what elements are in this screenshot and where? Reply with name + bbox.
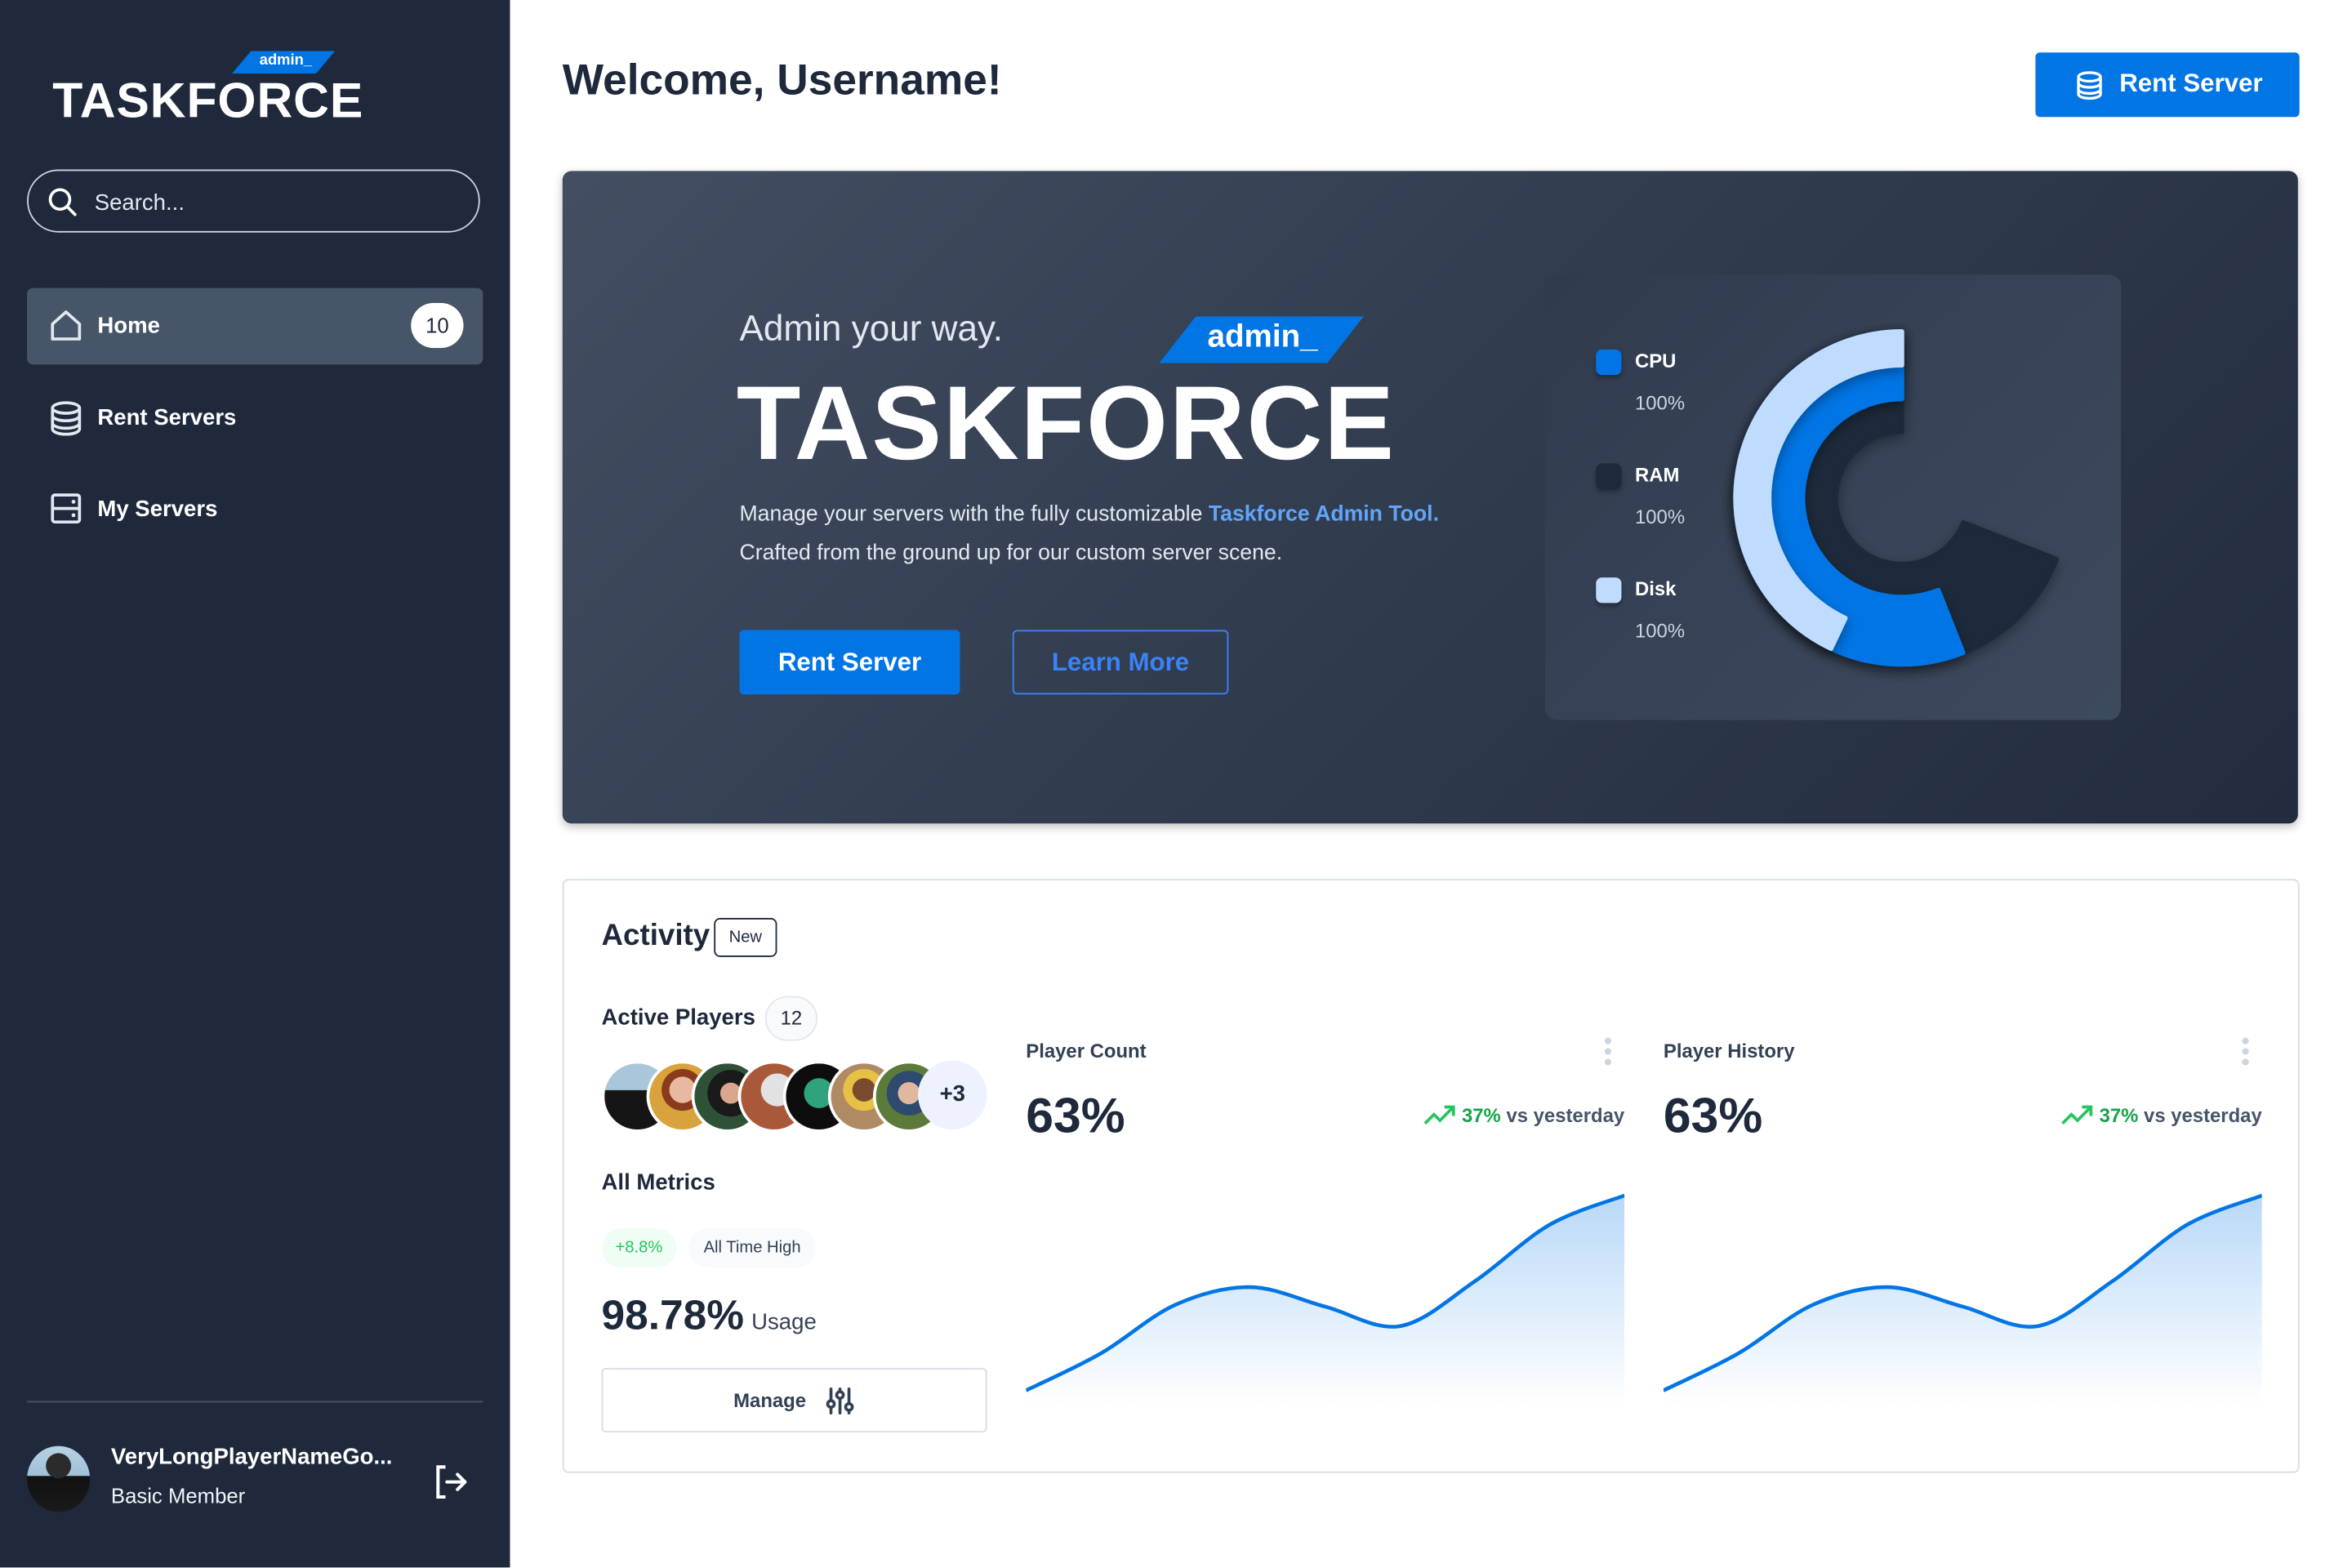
sidebar-item-label: Rent Servers — [97, 404, 237, 431]
button-label: Manage — [733, 1388, 807, 1412]
sidebar-item-rent-servers[interactable]: Rent Servers — [27, 380, 483, 457]
trending-up-icon — [1423, 1105, 1454, 1125]
database-icon — [51, 401, 82, 436]
legend-label: CPU — [1635, 349, 1677, 372]
chart-title: Player History — [1663, 1039, 1795, 1062]
logout-icon[interactable] — [434, 1464, 470, 1500]
delta-label: vs yesterday — [1506, 1103, 1625, 1127]
player-avatars: +3 — [601, 1060, 992, 1133]
chart-value: 63% — [1026, 1087, 1125, 1143]
legend-swatch — [1596, 349, 1622, 376]
more-options-icon[interactable] — [1603, 1036, 1612, 1067]
chart-value: 63% — [1663, 1087, 1763, 1143]
legend-value: 100% — [1635, 619, 1686, 643]
chart-title: Player Count — [1026, 1039, 1147, 1062]
legend-swatch — [1596, 463, 1622, 489]
search-icon — [48, 188, 77, 216]
player-count-card: Player Count 63% 37% vs yesterday — [1026, 1031, 1625, 1436]
button-label: Rent Server — [2119, 69, 2263, 98]
search-box[interactable] — [27, 169, 480, 233]
user-name: VeryLongPlayerNameGo... — [110, 1444, 393, 1470]
hero-logo-word: TASKFORCE — [736, 364, 1396, 482]
hero-desc-text-2: Crafted from the ground up for our custo… — [739, 541, 1283, 566]
server-icon — [51, 493, 82, 524]
trending-up-icon — [2060, 1105, 2092, 1125]
activity-card: Activity New Active Players 12 +3 All Me… — [562, 879, 2300, 1473]
resource-chart-card: CPU 100% RAM 100% Disk 100% — [1544, 274, 2122, 720]
player-history-sparkline — [1663, 1193, 2262, 1405]
sidebar-item-home[interactable]: Home 10 — [27, 287, 483, 365]
all-metrics-label: All Metrics — [601, 1169, 715, 1196]
series-line — [1663, 1193, 2262, 1392]
active-players-count: 12 — [764, 996, 818, 1041]
sidebar-item-my-servers[interactable]: My Servers — [27, 471, 483, 548]
change-badge: +8.8% — [601, 1228, 677, 1268]
player-history-card: Player History 63% 37% vs yesterday — [1663, 1031, 2262, 1436]
hero-rent-server-button[interactable]: Rent Server — [739, 630, 960, 695]
all-time-high-badge: All Time High — [688, 1228, 817, 1268]
chart-delta: 37% vs yesterday — [1423, 1103, 1625, 1127]
manage-button[interactable]: Manage — [601, 1368, 987, 1433]
sidebar-item-label: Home — [97, 313, 160, 340]
more-options-icon[interactable] — [2241, 1036, 2250, 1067]
divider — [27, 1401, 483, 1403]
new-badge: New — [714, 918, 777, 957]
hero-tag: admin_ — [1207, 319, 1318, 354]
legend-value: 100% — [1635, 391, 1686, 414]
hero-description: Manage your servers with the fully custo… — [739, 495, 1438, 573]
hero-banner: Admin your way. admin_ TASKFORCE Manage … — [562, 171, 2298, 824]
hero-desc-text: Manage your servers with the fully custo… — [739, 502, 1209, 527]
notification-badge: 10 — [411, 303, 464, 349]
page-title: Welcome, Username! — [562, 56, 1002, 105]
more-players-badge[interactable]: +3 — [918, 1060, 987, 1130]
legend-value: 100% — [1635, 505, 1686, 528]
sidebar: admin_ TASKFORCE Home 10 Rent Servers My… — [0, 0, 510, 1568]
usage-value: 98.78% — [601, 1291, 744, 1339]
search-input[interactable] — [91, 184, 458, 220]
legend-label: RAM — [1635, 463, 1680, 487]
rent-server-button[interactable]: Rent Server — [2035, 52, 2300, 118]
area-fill — [1663, 1195, 2262, 1405]
delta-label: vs yesterday — [2144, 1103, 2262, 1127]
logo-tag: admin_ — [259, 52, 313, 69]
legend-label: Disk — [1635, 577, 1677, 600]
sliders-icon — [826, 1387, 854, 1415]
chart-delta: 37% vs yesterday — [2060, 1103, 2262, 1127]
logo-word: TASKFORCE — [52, 72, 364, 128]
hero-kicker: Admin your way. — [739, 309, 1004, 350]
sidebar-item-label: My Servers — [97, 496, 218, 523]
arc-disk — [1733, 329, 1904, 652]
activity-title: Activity — [601, 919, 710, 953]
active-players-label: Active Players — [601, 1004, 755, 1031]
series-line — [1026, 1193, 1625, 1392]
usage-metric: 98.78% Usage — [602, 1291, 817, 1339]
usage-unit: Usage — [751, 1309, 817, 1335]
player-count-sparkline — [1026, 1193, 1625, 1405]
legend-swatch — [1596, 577, 1622, 604]
logo[interactable]: admin_ TASKFORCE — [52, 51, 363, 127]
home-icon — [51, 310, 82, 341]
area-fill — [1026, 1195, 1625, 1405]
hero-desc-highlight: Taskforce Admin Tool. — [1208, 502, 1439, 527]
learn-more-button[interactable]: Learn More — [1012, 630, 1229, 695]
user-role: Basic Member — [110, 1483, 246, 1508]
resource-radial-chart — [1733, 329, 2060, 667]
user-avatar[interactable] — [27, 1446, 91, 1512]
delta-value: 37% — [1461, 1103, 1501, 1127]
delta-value: 37% — [2099, 1103, 2139, 1127]
database-icon — [2077, 71, 2102, 100]
